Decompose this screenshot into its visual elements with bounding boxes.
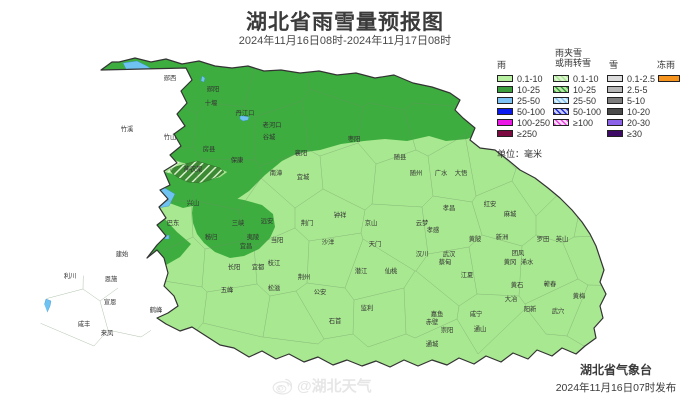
svg-text:蔡甸: 蔡甸 xyxy=(439,257,452,266)
svg-text:罗田: 罗田 xyxy=(537,235,550,243)
svg-text:天门: 天门 xyxy=(369,239,382,248)
svg-text:崇阳: 崇阳 xyxy=(441,325,454,334)
svg-text:黄梅: 黄梅 xyxy=(573,291,586,300)
svg-text:郧西: 郧西 xyxy=(164,74,177,82)
svg-text:钟祥: 钟祥 xyxy=(334,210,347,219)
svg-text:浠水: 浠水 xyxy=(521,257,534,266)
svg-text:通城: 通城 xyxy=(426,339,439,348)
svg-text:五峰: 五峰 xyxy=(221,285,234,294)
svg-text:蕲春: 蕲春 xyxy=(544,279,557,288)
svg-text:竹山: 竹山 xyxy=(164,132,177,141)
svg-text:红安: 红安 xyxy=(484,199,497,208)
svg-text:咸丰: 咸丰 xyxy=(78,319,91,328)
svg-text:巴东: 巴东 xyxy=(167,218,180,227)
svg-text:潜江: 潜江 xyxy=(355,266,368,275)
svg-text:秭归: 秭归 xyxy=(205,232,218,241)
svg-text:枣阳: 枣阳 xyxy=(348,134,361,143)
svg-text:南漳: 南漳 xyxy=(270,168,283,177)
svg-text:建始: 建始 xyxy=(116,249,129,258)
svg-text:阳新: 阳新 xyxy=(524,304,537,313)
svg-text:团风: 团风 xyxy=(512,249,525,257)
svg-text:鹤峰: 鹤峰 xyxy=(150,305,163,314)
svg-text:沙洋: 沙洋 xyxy=(322,237,335,246)
svg-text:长阳: 长阳 xyxy=(228,262,241,271)
svg-text:枝江: 枝江 xyxy=(268,258,281,267)
svg-text:石首: 石首 xyxy=(329,316,342,325)
svg-text:黄冈: 黄冈 xyxy=(504,257,517,266)
svg-text:宜都: 宜都 xyxy=(252,262,265,271)
svg-text:通山: 通山 xyxy=(474,324,487,333)
svg-text:江夏: 江夏 xyxy=(461,271,474,279)
svg-text:谷城: 谷城 xyxy=(263,132,276,141)
svg-text:赤壁: 赤壁 xyxy=(426,317,439,326)
svg-text:京山: 京山 xyxy=(365,218,378,227)
svg-text:随县: 随县 xyxy=(394,152,407,161)
svg-text:十堰: 十堰 xyxy=(205,98,218,107)
svg-text:公安: 公安 xyxy=(314,287,327,296)
svg-text:保康: 保康 xyxy=(231,155,244,164)
svg-text:宜昌: 宜昌 xyxy=(240,241,253,250)
svg-text:大冶: 大冶 xyxy=(505,294,518,303)
svg-text:孝感: 孝感 xyxy=(427,225,440,234)
svg-text:云梦: 云梦 xyxy=(416,219,429,227)
svg-text:荆州: 荆州 xyxy=(298,272,311,281)
svg-text:孝昌: 孝昌 xyxy=(443,204,456,212)
svg-text:黄陂: 黄陂 xyxy=(469,234,482,243)
svg-text:大悟: 大悟 xyxy=(455,168,468,177)
svg-text:当阳: 当阳 xyxy=(271,235,284,244)
svg-text:麻城: 麻城 xyxy=(504,209,517,218)
svg-text:宜城: 宜城 xyxy=(297,172,310,181)
svg-text:黄石: 黄石 xyxy=(511,280,524,289)
svg-text:武汉: 武汉 xyxy=(443,249,456,258)
svg-text:松滋: 松滋 xyxy=(268,283,281,292)
svg-text:房县: 房县 xyxy=(203,144,216,153)
svg-text:监利: 监利 xyxy=(361,303,374,312)
svg-text:利川: 利川 xyxy=(64,271,77,280)
svg-text:来凤: 来凤 xyxy=(101,329,114,337)
svg-text:郧阳: 郧阳 xyxy=(207,84,220,93)
svg-text:广水: 广水 xyxy=(435,168,448,177)
svg-text:新洲: 新洲 xyxy=(496,232,509,241)
svg-text:远安: 远安 xyxy=(261,216,274,225)
svg-text:仙桃: 仙桃 xyxy=(385,266,398,275)
svg-text:恩施: 恩施 xyxy=(105,274,118,283)
svg-text:丹江口: 丹江口 xyxy=(236,109,255,117)
svg-text:竹溪: 竹溪 xyxy=(121,124,134,133)
svg-text:汉川: 汉川 xyxy=(416,250,429,258)
svg-text:老河口: 老河口 xyxy=(263,120,282,129)
svg-text:咸宁: 咸宁 xyxy=(470,309,483,318)
svg-text:英山: 英山 xyxy=(556,234,569,243)
svg-text:三峡: 三峡 xyxy=(232,218,245,227)
svg-text:荆门: 荆门 xyxy=(301,218,314,227)
svg-text:宣恩: 宣恩 xyxy=(104,297,117,306)
svg-text:武穴: 武穴 xyxy=(552,306,565,315)
svg-text:兴山: 兴山 xyxy=(187,198,200,207)
svg-text:襄阳: 襄阳 xyxy=(295,148,308,157)
svg-text:神农架: 神农架 xyxy=(184,164,204,173)
svg-text:随州: 随州 xyxy=(410,168,423,177)
svg-text:嘉鱼: 嘉鱼 xyxy=(431,309,444,318)
svg-text:夷陵: 夷陵 xyxy=(247,232,260,241)
